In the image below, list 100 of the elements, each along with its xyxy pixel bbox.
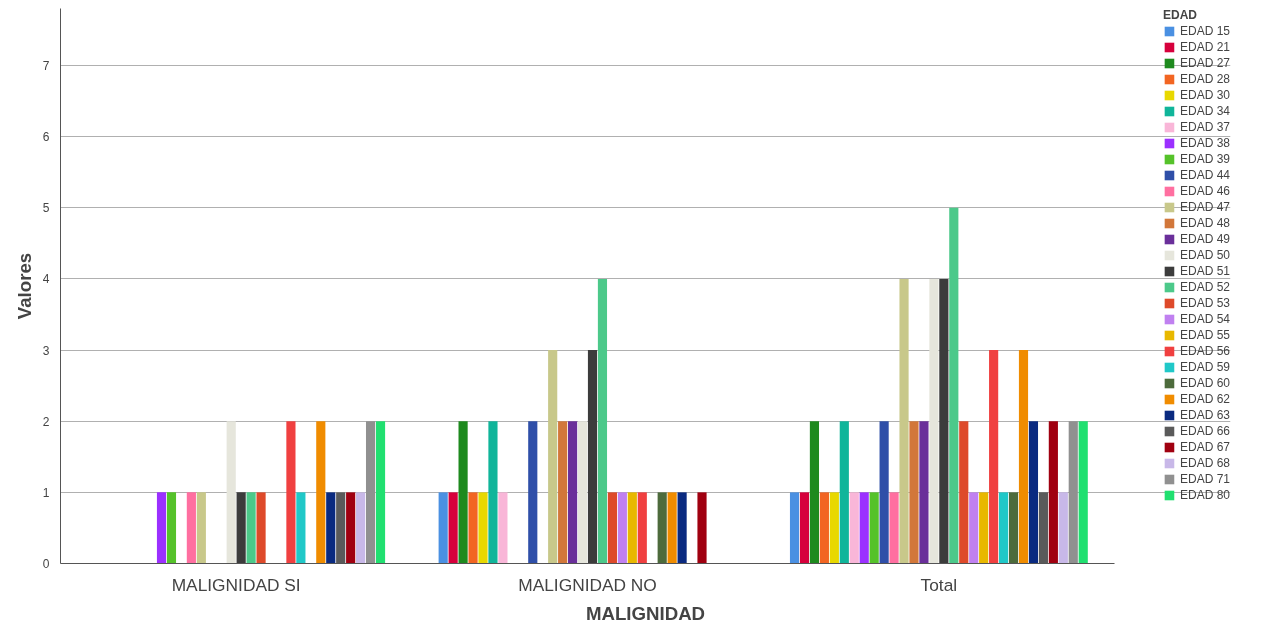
legend-title: EDAD: [1162, 8, 1198, 22]
legend-label: EDAD 44: [1179, 168, 1230, 182]
legend-label: EDAD 27: [1179, 56, 1230, 70]
legend-label: EDAD 66: [1179, 424, 1230, 438]
bar: [859, 492, 869, 564]
y-tick-label: 6: [42, 130, 50, 145]
legend-label: EDAD 60: [1179, 376, 1230, 390]
legend-label: EDAD 28: [1179, 72, 1230, 86]
bar: [1008, 492, 1019, 564]
bar: [1028, 421, 1039, 564]
legend-label: EDAD 67: [1179, 440, 1230, 454]
bar: [448, 492, 458, 564]
bar: [548, 350, 558, 564]
bar: [346, 492, 356, 564]
bar: [1068, 421, 1078, 564]
bar: [156, 492, 167, 564]
bar: [829, 492, 839, 564]
bar: [789, 492, 800, 564]
legend-label: EDAD 39: [1179, 152, 1230, 166]
bar: [809, 421, 820, 564]
legend-label: EDAD 47: [1179, 200, 1230, 214]
bar: [256, 492, 266, 564]
bar: [879, 421, 889, 564]
bar: [468, 492, 478, 564]
bar: [196, 492, 206, 564]
legend-label: EDAD 63: [1179, 408, 1230, 422]
legend-label: EDAD 54: [1179, 312, 1230, 326]
bar: [577, 421, 588, 564]
legend-label: EDAD 50: [1179, 248, 1230, 262]
bar: [697, 492, 707, 564]
bar: [989, 350, 999, 564]
legend-label: EDAD 46: [1179, 184, 1230, 198]
x-tick-label: Total: [920, 574, 958, 595]
legend-label: EDAD 15: [1179, 24, 1230, 38]
bar: [607, 492, 617, 564]
bar: [375, 421, 386, 564]
bar: [677, 492, 687, 564]
bar: [365, 421, 376, 564]
bar: [186, 492, 196, 564]
y-tick-label: 5: [42, 201, 50, 216]
bar: [617, 492, 627, 564]
legend-label: EDAD 55: [1179, 328, 1230, 342]
y-tick-label: 4: [42, 272, 50, 287]
legend-label: EDAD 37: [1179, 120, 1230, 134]
bar: [458, 421, 468, 564]
bar: [667, 492, 677, 564]
bar: [959, 421, 969, 564]
legend-label: EDAD 49: [1179, 232, 1230, 246]
bar: [657, 492, 667, 564]
bar: [849, 492, 859, 564]
bar: [979, 492, 989, 564]
bar: [226, 421, 236, 564]
bar: [438, 492, 448, 564]
y-axis-title: Valores: [13, 252, 35, 320]
bar: [587, 350, 598, 564]
bar: [909, 421, 919, 564]
bar: [326, 492, 336, 564]
bar: [488, 421, 498, 564]
legend-label: EDAD 30: [1179, 88, 1230, 102]
bar: [246, 492, 256, 564]
bar: [889, 492, 899, 564]
bar: [498, 492, 508, 564]
bar: [558, 421, 568, 564]
bar: [799, 492, 810, 564]
legend-label: EDAD 71: [1179, 472, 1230, 486]
bar: [528, 421, 538, 564]
bar: [166, 492, 177, 564]
bar: [1078, 421, 1088, 564]
y-tick-label: 1: [42, 485, 50, 500]
y-tick-label: 7: [42, 58, 50, 73]
bar: [919, 421, 929, 564]
bar: [1018, 350, 1029, 564]
bar: [869, 492, 879, 564]
legend-label: EDAD 59: [1179, 360, 1230, 374]
bar: [949, 207, 959, 564]
x-axis-title: MALIGNIDAD: [585, 602, 706, 624]
bar: [819, 492, 829, 564]
bar: [627, 492, 637, 564]
bar: [899, 278, 909, 564]
legend-label: EDAD 34: [1179, 104, 1230, 118]
bar: [286, 421, 296, 564]
bar: [839, 421, 849, 564]
legend-label: EDAD 56: [1179, 344, 1230, 358]
bar: [929, 278, 939, 564]
legend-label: EDAD 51: [1179, 264, 1230, 278]
x-tick-label: MALIGNIDAD NO: [518, 574, 657, 595]
bar: [236, 492, 246, 564]
bar: [478, 492, 488, 564]
legend-label: EDAD 38: [1179, 136, 1230, 150]
legend-label: EDAD 21: [1179, 40, 1230, 54]
bar: [969, 492, 979, 564]
y-tick-label: 2: [42, 414, 50, 429]
bar: [568, 421, 578, 564]
bar: [637, 492, 647, 564]
legend-label: EDAD 52: [1179, 280, 1230, 294]
bar: [939, 278, 949, 564]
bar: [999, 492, 1009, 564]
legend-label: EDAD 53: [1179, 296, 1230, 310]
y-tick-label: 0: [42, 557, 50, 571]
x-tick-label: MALIGNIDAD SI: [171, 574, 301, 595]
